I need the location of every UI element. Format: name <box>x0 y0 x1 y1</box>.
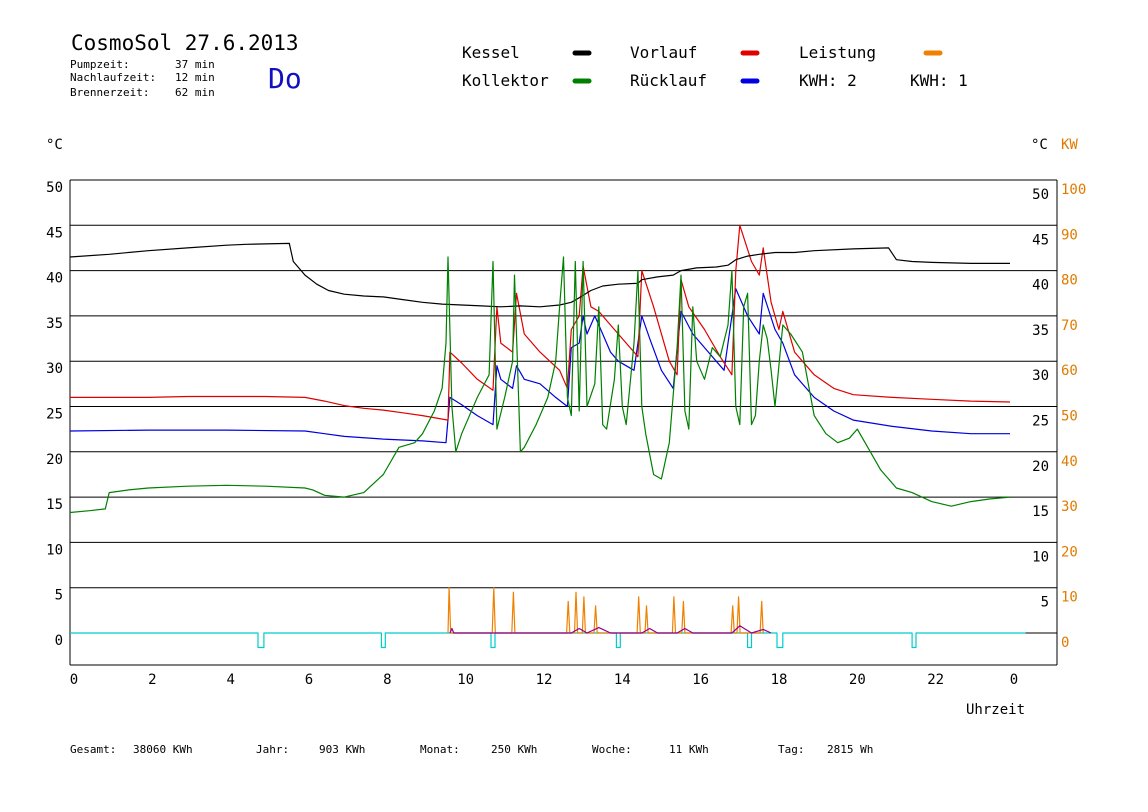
kw-tick-label: 40 <box>1061 454 1078 470</box>
y-tick-label: 30 <box>46 361 63 377</box>
kw-tick-label: 70 <box>1061 318 1078 334</box>
y2-tick-label: 45 <box>1032 232 1049 248</box>
series-line-pumpe <box>70 632 1026 649</box>
y2-tick-label: 20 <box>1032 459 1049 475</box>
footer-value: 38060 KWh <box>133 743 193 756</box>
y-tick-label: 0 <box>55 633 63 649</box>
kw-tick-label: 30 <box>1061 499 1078 515</box>
series-line-leistung <box>447 587 764 634</box>
stat-label: Brennerzeit: <box>70 86 149 99</box>
x-tick-label: 12 <box>536 672 553 688</box>
y2-tick-label: 30 <box>1032 368 1049 384</box>
axis-ticks: 5045403530252015105050454035302520151051… <box>46 180 1086 688</box>
x-tick-label: 16 <box>692 672 709 688</box>
x-tick-label: 10 <box>457 672 474 688</box>
kw-tick-label: 20 <box>1061 544 1078 560</box>
series-line-kollektor <box>69 256 1011 514</box>
footer-label: Woche: <box>592 743 632 756</box>
y-tick-label: 25 <box>46 407 63 423</box>
y2-tick-label: 15 <box>1032 504 1049 520</box>
x-tick-label: 8 <box>383 672 391 688</box>
right-unit-c: °C <box>1031 137 1048 153</box>
y2-tick-label: 5 <box>1041 595 1049 611</box>
x-tick-label: 2 <box>148 672 156 688</box>
y-tick-label: 15 <box>46 497 63 513</box>
grid <box>69 179 1058 666</box>
footer-totals: Gesamt: 38060 KWh Jahr: 903 KWh Monat: 2… <box>70 743 873 756</box>
footer-value: 903 KWh <box>319 743 365 756</box>
footer-label: Tag: <box>778 743 805 756</box>
series-lines <box>69 224 1026 649</box>
legend-label: Kessel <box>462 43 520 62</box>
kw-tick-label: 60 <box>1061 363 1078 379</box>
stat-value: 62 min <box>175 86 215 99</box>
stat-label: Nachlaufzeit: <box>70 71 156 84</box>
legend-kwh1: KWH: 1 <box>910 71 968 90</box>
y2-tick-label: 10 <box>1032 549 1049 565</box>
series-line-vorlauf <box>70 224 1011 421</box>
legend-label: Vorlauf <box>630 43 697 62</box>
right-unit-kw: KW <box>1061 137 1078 153</box>
chart-title: CosmoSol 27.6.2013 <box>71 31 299 55</box>
x-tick-label: 0 <box>1010 672 1018 688</box>
y-tick-label: 40 <box>46 271 63 287</box>
x-tick-label: 14 <box>614 672 631 688</box>
kw-tick-label: 90 <box>1061 227 1078 243</box>
y2-tick-label: 50 <box>1032 187 1049 203</box>
kw-tick-label: 0 <box>1061 635 1069 651</box>
x-tick-label: 22 <box>927 672 944 688</box>
y-tick-label: 35 <box>46 316 63 332</box>
series-line-r-cklauf <box>69 288 1010 444</box>
legend-label: Leistung <box>799 43 876 62</box>
weekday-label: Do <box>268 62 302 95</box>
x-tick-label: 6 <box>305 672 313 688</box>
stat-value: 12 min <box>175 71 215 84</box>
kw-tick-label: 80 <box>1061 273 1078 289</box>
header-stats: Pumpzeit: 37 min Nachlaufzeit: 12 min Br… <box>70 58 215 99</box>
footer-label: Gesamt: <box>70 743 116 756</box>
y-tick-label: 10 <box>46 542 63 558</box>
legend-label: Rücklauf <box>630 71 707 90</box>
y-tick-label: 50 <box>46 180 63 196</box>
legend-label: Kollektor <box>462 71 549 90</box>
kw-tick-label: 10 <box>1061 590 1078 606</box>
y2-tick-label: 25 <box>1032 414 1049 430</box>
y-tick-label: 5 <box>55 588 63 604</box>
legend-kwh2: KWH: 2 <box>799 71 857 90</box>
y2-tick-label: 40 <box>1032 278 1049 294</box>
x-tick-label: 4 <box>226 672 234 688</box>
kw-tick-label: 50 <box>1061 409 1078 425</box>
footer-value: 2815 Wh <box>827 743 873 756</box>
legend: Kessel Vorlauf Leistung Kollektor Rückla… <box>462 43 968 90</box>
x-tick-label: 0 <box>70 672 78 688</box>
stat-label: Pumpzeit: <box>70 58 130 71</box>
y-tick-label: 20 <box>46 452 63 468</box>
y-tick-label: 45 <box>46 225 63 241</box>
kw-tick-label: 100 <box>1061 182 1086 198</box>
y2-tick-label: 35 <box>1032 323 1049 339</box>
x-axis-title: Uhrzeit <box>966 702 1025 718</box>
footer-label: Monat: <box>420 743 460 756</box>
left-unit: °C <box>46 137 63 153</box>
footer-value: 11 KWh <box>669 743 709 756</box>
series-line-kwh-1 <box>449 625 772 634</box>
stat-value: 37 min <box>175 58 215 71</box>
series-line-kessel <box>69 242 1010 308</box>
footer-label: Jahr: <box>256 743 289 756</box>
x-tick-label: 20 <box>849 672 866 688</box>
footer-value: 250 KWh <box>491 743 537 756</box>
x-tick-label: 18 <box>771 672 788 688</box>
